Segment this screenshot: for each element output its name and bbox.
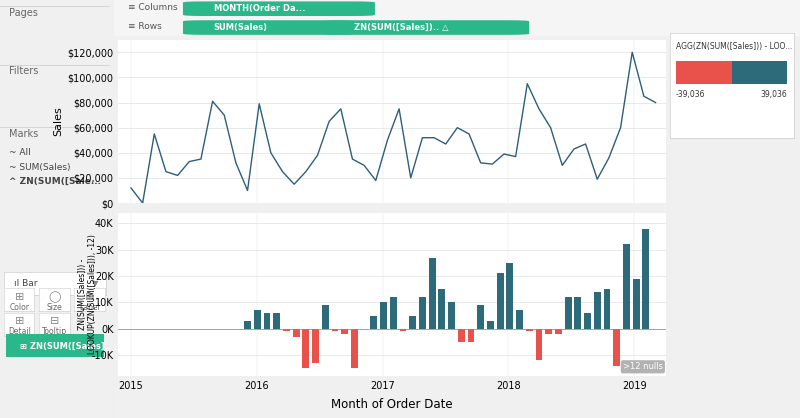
Bar (302, 329, 310, 368)
Text: Pages: Pages (9, 8, 38, 18)
Bar (342, 329, 348, 334)
Bar (390, 297, 397, 329)
Text: ~ All: ~ All (9, 148, 31, 157)
Bar (429, 257, 435, 329)
Bar (331, 329, 338, 331)
Text: 39,036: 39,036 (761, 90, 787, 99)
Bar (322, 305, 329, 329)
Text: SUM(Sales): SUM(Sales) (214, 23, 268, 32)
FancyBboxPatch shape (183, 20, 354, 35)
Text: ~ SUM(Sales): ~ SUM(Sales) (9, 163, 70, 172)
Text: -39,036: -39,036 (676, 90, 706, 99)
Text: Size: Size (46, 303, 62, 312)
Bar (254, 310, 261, 329)
Bar (633, 279, 639, 329)
Text: ▼: ▼ (92, 279, 98, 288)
Bar (380, 303, 387, 329)
X-axis label: Month of Order Date: Month of Order Date (331, 398, 453, 411)
Bar (506, 263, 514, 329)
Bar (487, 321, 494, 329)
Bar (516, 310, 523, 329)
Bar (546, 329, 552, 334)
Bar (732, 61, 787, 84)
Text: Filters: Filters (9, 66, 38, 76)
FancyBboxPatch shape (183, 1, 375, 16)
Bar (410, 316, 416, 329)
Bar (623, 245, 630, 329)
Bar (467, 329, 474, 342)
Bar (458, 329, 465, 342)
Bar (478, 305, 484, 329)
Bar (448, 303, 455, 329)
Text: ⊞ ZN(SUM([Sales].. △: ⊞ ZN(SUM([Sales].. △ (20, 342, 121, 350)
Text: ⊟: ⊟ (50, 316, 59, 326)
Y-axis label: Sales: Sales (54, 107, 63, 136)
Text: ZN(SUM([Sales]).. △: ZN(SUM([Sales]).. △ (354, 23, 449, 32)
Bar (351, 329, 358, 368)
Bar (594, 292, 601, 329)
FancyBboxPatch shape (1, 333, 109, 359)
Text: ◯: ◯ (48, 291, 61, 303)
Bar (419, 297, 426, 329)
Bar (642, 229, 650, 329)
Text: ıl Bar: ıl Bar (14, 279, 38, 288)
Text: MONTH(Order Da...: MONTH(Order Da... (214, 4, 305, 13)
Bar (614, 329, 620, 366)
FancyBboxPatch shape (323, 20, 529, 35)
Bar (565, 297, 571, 329)
Bar (244, 321, 251, 329)
Text: ≡ Rows: ≡ Rows (128, 22, 162, 31)
Bar (283, 329, 290, 331)
Bar (526, 329, 533, 331)
Bar (497, 273, 503, 329)
Text: AGG(ZN(SUM([Sales])) - LOO...: AGG(ZN(SUM([Sales])) - LOO... (676, 42, 792, 51)
Text: Detail: Detail (8, 327, 30, 336)
Bar (535, 329, 542, 360)
Text: >12 nulls: >12 nulls (623, 362, 663, 371)
Text: Color: Color (9, 303, 29, 312)
Bar (438, 289, 446, 329)
Text: ^ ZN(SUM([Sale...: ^ ZN(SUM([Sale... (9, 177, 101, 186)
Bar (603, 289, 610, 329)
Bar (574, 297, 582, 329)
Text: ⊡: ⊡ (85, 292, 94, 302)
Text: Marks: Marks (9, 129, 38, 139)
Bar (676, 61, 732, 84)
Bar (370, 316, 378, 329)
Bar (274, 313, 280, 329)
Text: ≡ Columns: ≡ Columns (128, 3, 178, 12)
Bar (312, 329, 319, 363)
Bar (555, 329, 562, 334)
Bar (263, 313, 270, 329)
Bar (399, 329, 406, 331)
Bar (293, 329, 299, 336)
Y-axis label: ZN(SUM([Sales])) -
LOOKUP(ZN(SUM([Sales])), -12): ZN(SUM([Sales])) - LOOKUP(ZN(SUM([Sales]… (78, 234, 97, 354)
Text: ⊞: ⊞ (14, 316, 24, 326)
Text: ⊞: ⊞ (14, 292, 24, 302)
Text: Tooltip: Tooltip (42, 327, 67, 336)
Text: Label: Label (79, 303, 100, 312)
Bar (584, 313, 591, 329)
